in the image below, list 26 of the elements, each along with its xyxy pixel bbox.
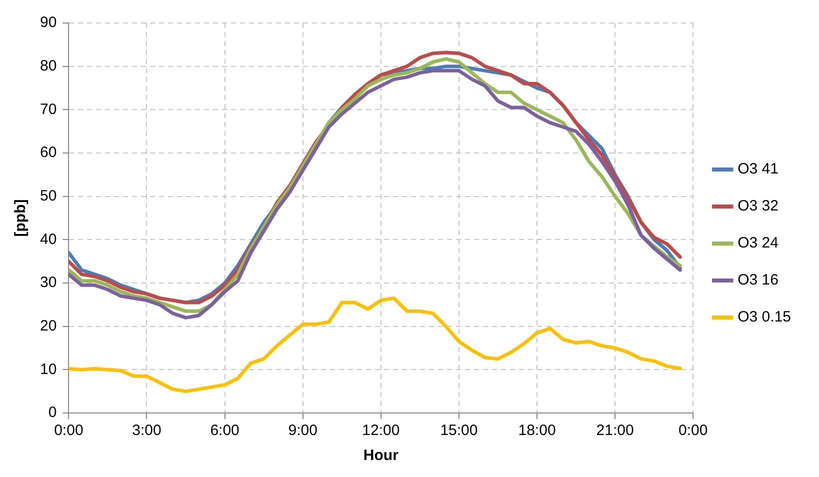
y-tick-label: 60 (40, 144, 57, 162)
x-tick-label: 12:00 (362, 422, 400, 440)
y-tick-label: 20 (40, 317, 57, 334)
y-tick-label: 70 (40, 100, 57, 118)
legend-label: O3 41 (738, 160, 779, 178)
legend-label: O3 16 (738, 272, 779, 289)
x-tick-label: 9:00 (288, 422, 318, 440)
x-tick-label: 15:00 (440, 422, 478, 440)
legend-label: O3 0.15 (738, 308, 792, 326)
x-tick-label: 3:00 (132, 422, 162, 440)
x-tick-label: 0:00 (54, 422, 84, 440)
legend-label: O3 24 (738, 234, 779, 252)
y-tick-label: 10 (40, 360, 57, 378)
y-tick-label: 90 (40, 14, 57, 32)
y-axis-title: [ppb] (12, 199, 30, 237)
y-tick-label: 40 (40, 230, 57, 248)
x-tick-label: 0:00 (678, 422, 708, 440)
legend-label: O3 32 (738, 198, 779, 215)
y-tick-label: 30 (40, 274, 57, 292)
x-tick-label: 21:00 (596, 422, 634, 440)
y-tick-label: 0 (48, 404, 57, 422)
x-tick-label: 6:00 (210, 422, 240, 440)
x-tick-label: 18:00 (518, 422, 556, 440)
y-tick-label: 80 (40, 57, 57, 74)
y-tick-label: 50 (40, 187, 57, 204)
x-axis-title: Hour (363, 447, 399, 464)
